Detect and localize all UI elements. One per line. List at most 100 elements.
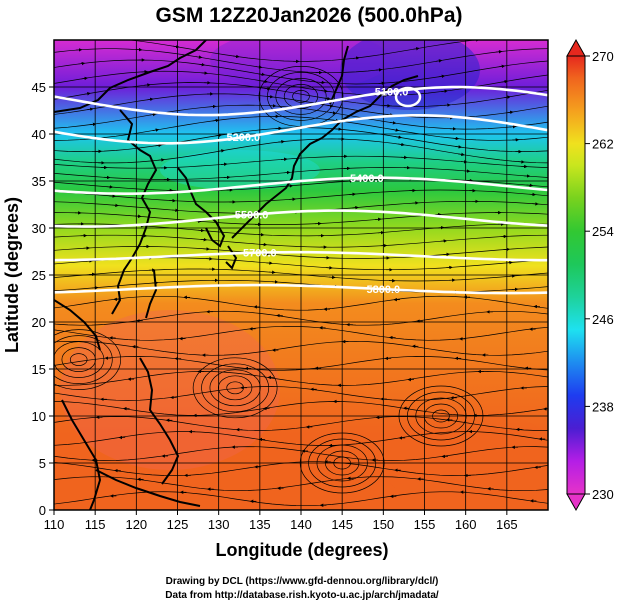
height-contour-label: 5800.0 [367,284,401,296]
streamline-arrow [435,59,443,63]
streamline-arrow [144,83,151,87]
eddy-streamline [201,363,270,413]
streamline [54,246,548,259]
streamline-arrow [438,74,446,79]
y-tick-label: 20 [32,315,46,330]
streamline-arrow [321,89,328,93]
streamline [54,476,548,492]
height-contour-label: 5200.0 [227,132,261,144]
eddy-streamline [61,347,96,372]
streamline [54,116,548,141]
streamline-arrow [529,192,536,197]
colorbar-tick-label: 230 [592,487,614,502]
x-tick-label: 130 [208,517,230,532]
colorbar-tick-label: 254 [592,224,614,239]
streamline-arrow [266,261,273,265]
streamline-arrow [398,142,405,147]
streamline-arrow [149,112,157,117]
y-axis-ticks: 0 5 10 15 20 25 30 35 40 45 [32,80,54,518]
coastline [54,40,419,510]
streamline-arrow [172,44,180,49]
coastline-korea [177,167,226,248]
x-tick-label: 125 [167,517,189,532]
coastline-japan-honshu [231,137,323,239]
streamline-arrow [440,239,448,243]
streamline-arrow [218,149,225,153]
streamline [54,340,548,356]
streamline-arrow [324,96,331,101]
colorbar-max-arrow [566,38,586,57]
streamline [54,82,548,107]
chart-title: GSM 12Z20Jan2026 (500.0hPa) [155,4,462,27]
colorbar-tick-label: 246 [592,312,614,327]
colorbar-tick-label: 238 [592,399,614,414]
streamline-arrow [91,286,99,290]
streamline-arrow [255,65,263,69]
streamline-arrow [452,136,460,141]
streamline-arrow [81,76,88,81]
streamline-arrow [374,217,382,222]
streamline-arrow [86,107,94,111]
streamline [54,268,548,282]
colorbar-ticks: 230 238 246 254 262 270 [585,49,614,502]
eddy-streamline [267,72,335,121]
colorbar: 230 238 246 254 262 270 [566,38,614,512]
x-tick-label: 120 [125,517,147,532]
streamline-arrow [460,160,468,164]
streamline-arrow [258,72,266,77]
streamline-arrow [146,97,154,102]
height-contour [54,283,548,295]
coastline-asia-north [54,40,207,113]
streamline [54,189,548,203]
credit-data-source: Data from http://database.rish.kyoto-u.a… [165,590,439,601]
eddy-streamline [54,335,113,384]
x-axis-ticks: 110 115 120 125 130 135 140 145 150 155 160 165 [44,510,518,532]
eddy-streamline [226,381,244,395]
streamline [54,178,548,192]
height-contour [54,209,548,228]
height-contour [54,176,548,195]
y-tick-label: 10 [32,409,46,424]
streamline-arrow [506,260,513,265]
eddy-streamline [54,329,122,390]
coastline-taiwan [145,269,158,319]
eddy-streamline [432,409,450,423]
streamline-arrow [412,47,420,51]
wind-streamlines [54,40,548,508]
x-tick-label: 110 [44,517,65,532]
streamline-arrow [352,56,360,60]
streamline [54,431,548,446]
streamline-arrow [506,110,514,115]
streamline [54,401,548,416]
streamline-arrow [352,205,359,210]
streamline-arrow [197,228,205,233]
streamline-arrow [212,118,220,123]
eddy-streamline [283,84,319,109]
streamline-arrow [84,92,91,96]
streamline-arrow [266,94,274,99]
height-contour-label: 5400.0 [350,173,384,185]
streamline [54,446,548,461]
y-tick-label: 5 [39,456,46,471]
x-tick-label: 155 [414,517,436,532]
streamline-arrow [155,143,162,148]
y-tick-label: 25 [32,268,46,283]
eddy-streamline [192,357,278,419]
streamline-arrow [283,170,291,175]
streamline-arrow [441,89,448,93]
coastline-philippines [139,357,180,485]
x-tick-label: 165 [496,517,518,532]
height-contour-closed-low [394,86,422,108]
streamline [54,310,548,326]
streamline [54,461,548,476]
streamline-arrow [232,54,240,59]
height-contour [54,114,548,145]
streamline [54,48,548,74]
streamline-arrow [158,158,165,162]
x-tick-label: 135 [249,517,271,532]
streamline-arrow [444,103,451,107]
streamline-arrow [109,194,116,198]
coastline-sakhalin [329,45,349,105]
